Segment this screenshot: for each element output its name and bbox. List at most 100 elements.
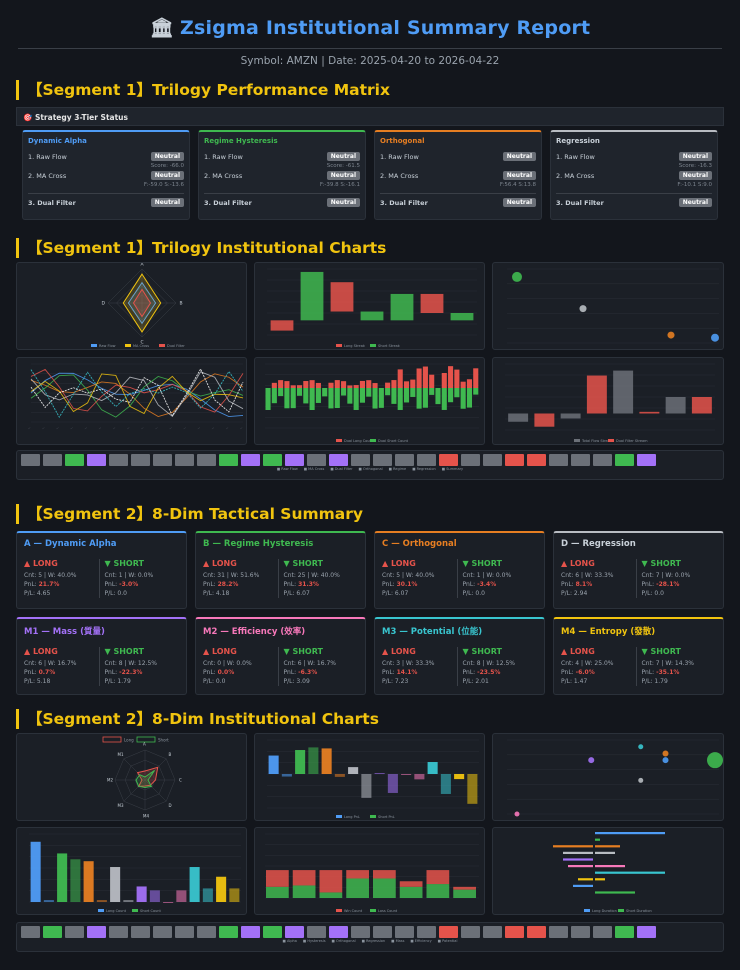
card-columns: ▲ LONG Cnt: 6 | W: 16.7% PnL: 0.7% P/L: 5.1… [24,647,179,686]
signal-swatch [593,454,612,466]
long-count-bar [328,382,334,388]
long-pnl-value: 0.7% [38,669,56,676]
chart-duration-horizontal: Long Duration Short Duration [492,827,724,915]
tier-divider [28,193,184,194]
long-count-bar [372,383,378,388]
short-pl-ratio: P/L: 1.79 [104,678,131,685]
x-tick-label: — [225,426,230,431]
long-count-bar [334,380,340,388]
short-label: ▼ SHORT [462,559,502,568]
win-bar [453,886,476,890]
short-count-bar [410,388,416,397]
signal-swatch [219,454,238,466]
short-pl-ratio: P/L: 6.07 [283,590,310,597]
duration-bar-left [563,858,593,861]
radar-series [132,288,152,318]
short-pnl-value: -35.1% [656,669,680,676]
raw-flow-label: 1. Raw Flow [28,152,67,161]
bar [467,774,478,804]
signal-swatch [439,926,458,938]
bar [57,853,68,902]
long-pl-ratio: P/L: 7.23 [382,678,409,685]
signal-swatch [263,454,282,466]
short-count-bar [347,388,353,404]
bar [414,774,425,780]
strip-legend-item: ■ Efficiency [410,939,432,943]
strip-legend-item: ■ Potential [437,939,458,943]
ma-cross-label: 2. MA Cross [28,171,67,180]
long-count-bar [284,381,290,388]
long-count: Cnt: 5 | W: 40.0% [382,572,435,579]
bank-icon: 🏛 [149,17,175,39]
long-count-bar [403,381,410,388]
signal-swatch [571,926,590,938]
ma-cross-values: F:-59.0 S:-13.6 [143,182,184,188]
pnl-prefix: PnL: [382,581,397,588]
signal-swatch [637,926,656,938]
bar [374,773,385,775]
long-label: ▲ LONG [382,559,416,568]
tactical-card: M4 — Entropy (發散) ▲ LONG Cnt: 4 | W: 25.0%… [553,617,724,695]
bar [440,774,451,794]
short-pnl-value: -22.3% [119,669,143,676]
dual-filter-label: 3. Dual Filter [204,198,252,207]
signal-swatch [637,454,656,466]
chart-streak-bars: Long Streak Short Streak [254,262,485,350]
legend-swatch [136,736,156,743]
x-tick-label: — [69,426,74,431]
bar [334,774,345,777]
short-label: ▼ SHORT [283,647,323,656]
short-count-bar [391,388,397,404]
raw-flow-label: 1. Raw Flow [204,152,243,161]
strip-legend-item: ■ Orthogonal [331,939,356,943]
segment1-matrix: 【Segment 1】Trilogy Performance Matrix 🎯 … [16,80,724,220]
tactical-card: B — Regime Hysteresis ▲ LONG Cnt: 31 | W: … [195,531,366,609]
long-count-bar [271,382,277,388]
short-count-bar [322,388,328,397]
bar [361,774,372,798]
long-count-bar [359,380,366,388]
short-column: ▼ SHORT Cnt: 7 | W: 14.3% PnL: -35.1% P/L: … [635,647,717,686]
short-pnl-row: PnL: -23.5% [463,668,538,677]
legend-swatch [584,909,590,912]
long-pnl-value: 21.7% [38,581,60,588]
short-pl-ratio: P/L: 0.0 [462,590,485,597]
bar [420,293,444,313]
status-badge: Neutral [502,152,536,161]
status-badge: Neutral [502,198,536,207]
signal-swatch [307,926,326,938]
chart-pnl-bars: Long PnL Short PnL [254,733,485,821]
report-header: 🏛 Zsigma Institutional Summary Report Sym… [0,0,740,67]
long-column: ▲ LONG Cnt: 6 | W: 33.3% PnL: 8.1% P/L: 2.9… [561,559,636,598]
long-count-bar [391,380,397,388]
bar [300,271,324,321]
legend-label: Short Streak [378,344,401,348]
short-pnl-row: PnL: -6.3% [284,668,359,677]
long-count: Cnt: 0 | W: 0.0% [203,660,252,667]
series-line [30,373,244,418]
signal-swatch [175,926,194,938]
loss-bar [399,886,423,898]
bar [110,867,121,902]
radar-series [122,273,162,333]
short-label: ▼ SHORT [283,559,323,568]
card-title: C — Orthogonal [382,539,457,549]
short-pnl-value: -6.3% [298,669,318,676]
long-count-bar [441,372,447,388]
bar [427,762,438,774]
signal-swatch [285,926,304,938]
radar-axis-label: D [102,301,106,307]
pnl-prefix: PnL: [641,669,657,676]
win-bar [373,870,396,879]
long-column: ▲ LONG Cnt: 4 | W: 25.0% PnL: -6.0% P/L: 1.… [561,647,636,686]
pnl-prefix: PnL: [561,581,576,588]
x-tick-label: — [182,426,187,431]
series-line [30,374,244,418]
chart-bubble-scatter [492,262,724,350]
long-count-bar [460,381,466,388]
strip2-legend: ■ Alpha ■ Hysteresis ■ Orthogonal ■ Regress… [17,939,723,943]
signal-swatch [241,454,260,466]
signal-swatch [131,454,150,466]
long-count-bar [303,381,309,388]
scatter-point [638,744,644,750]
